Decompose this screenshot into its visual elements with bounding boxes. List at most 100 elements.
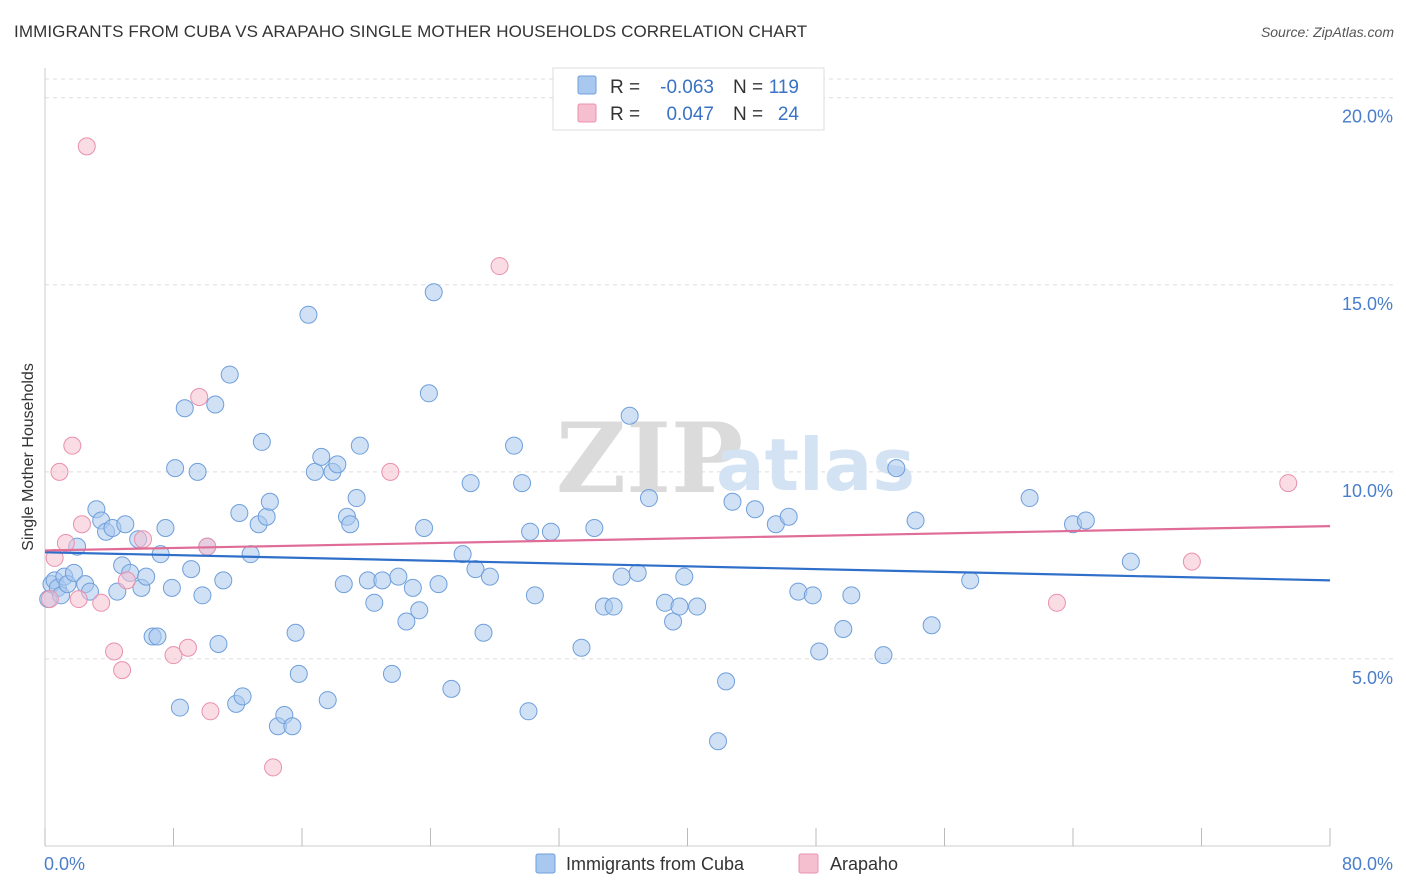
data-point-cuba: [541, 522, 560, 541]
legend-n-label-arapaho: N =: [733, 104, 763, 125]
data-point-arapaho: [490, 257, 509, 276]
data-point-cuba: [442, 679, 461, 698]
data-point-cuba: [389, 567, 408, 586]
data-point-cuba: [842, 586, 861, 605]
data-point-cuba: [397, 612, 416, 631]
data-point-cuba: [480, 567, 499, 586]
data-point-cuba: [241, 545, 260, 564]
y-tick-labels: 5.0% 10.0% 15.0% 20.0%: [1342, 107, 1393, 688]
data-point-arapaho: [63, 436, 82, 455]
data-point-cuba: [415, 518, 434, 537]
legend-r-value-arapaho: 0.047: [666, 104, 714, 125]
data-point-cuba: [429, 575, 448, 594]
data-point-cuba: [328, 455, 347, 474]
legend-r-label-arapaho: R =: [610, 104, 640, 125]
data-point-cuba: [961, 571, 980, 590]
series-cuba-points: [39, 283, 1140, 751]
stats-legend-box: [552, 67, 825, 131]
data-point-cuba: [373, 571, 392, 590]
data-point-cuba: [170, 698, 189, 717]
y-tick-label: 10.0%: [1342, 481, 1393, 501]
data-point-cuba: [670, 597, 689, 616]
x-tick-label-max: 80.0%: [1342, 854, 1393, 874]
data-point-cuba: [156, 518, 175, 537]
data-point-cuba: [206, 395, 225, 414]
data-point-cuba: [410, 601, 429, 620]
data-point-arapaho: [201, 702, 220, 721]
data-point-cuba: [513, 474, 532, 493]
legend-n-label-cuba: N =: [733, 77, 763, 98]
data-point-cuba: [260, 492, 279, 511]
watermark-atlas: atlas: [716, 423, 915, 507]
legend-swatch-cuba: [577, 75, 597, 95]
data-point-cuba: [148, 627, 167, 646]
data-point-cuba: [688, 597, 707, 616]
trend-line-arapaho: [44, 525, 1331, 552]
data-point-arapaho: [50, 462, 69, 481]
data-point-arapaho: [381, 462, 400, 481]
data-point-cuba: [887, 459, 906, 478]
data-point-cuba: [350, 436, 369, 455]
series-legend: Immigrants from Cuba Arapaho: [535, 853, 898, 874]
data-point-cuba: [745, 500, 764, 519]
data-point-cuba: [289, 664, 308, 683]
data-point-cuba: [717, 672, 736, 691]
data-point-cuba: [257, 507, 276, 526]
data-point-cuba: [1020, 489, 1039, 508]
data-point-cuba: [283, 717, 302, 736]
data-point-cuba: [906, 511, 925, 530]
data-point-cuba: [182, 560, 201, 579]
data-point-cuba: [299, 305, 318, 324]
data-point-cuba: [922, 616, 941, 635]
data-point-cuba: [1121, 552, 1140, 571]
data-point-cuba: [419, 384, 438, 403]
data-point-arapaho: [1279, 474, 1298, 493]
data-point-cuba: [365, 593, 384, 612]
data-point-cuba: [612, 567, 631, 586]
data-point-cuba: [252, 432, 271, 451]
stats-legend: R = -0.063 N = 119 R = 0.047 N = 24: [552, 67, 825, 131]
data-point-cuba: [834, 619, 853, 638]
data-point-cuba: [214, 571, 233, 590]
data-point-cuba: [209, 634, 228, 653]
data-point-cuba: [193, 586, 212, 605]
data-point-cuba: [403, 578, 422, 597]
data-point-cuba: [675, 567, 694, 586]
data-point-cuba: [162, 578, 181, 597]
data-point-arapaho: [69, 590, 88, 609]
data-point-cuba: [347, 489, 366, 508]
source-label: Source: ZipAtlas.com: [1260, 24, 1394, 40]
data-point-cuba: [709, 732, 728, 751]
x-tick-label-min: 0.0%: [44, 854, 85, 874]
y-tick-label: 15.0%: [1342, 294, 1393, 314]
series-legend-label-arapaho: Arapaho: [830, 854, 898, 874]
data-point-cuba: [639, 489, 658, 508]
data-point-cuba: [116, 515, 135, 534]
data-point-cuba: [312, 447, 331, 466]
data-point-cuba: [664, 612, 683, 631]
legend-r-value-cuba: -0.063: [660, 77, 714, 98]
y-tick-label: 20.0%: [1342, 107, 1393, 127]
data-point-arapaho: [1047, 593, 1066, 612]
data-point-arapaho: [1182, 552, 1201, 571]
legend-n-value-cuba: 119: [769, 77, 799, 98]
data-point-cuba: [341, 515, 360, 534]
data-point-cuba: [604, 597, 623, 616]
data-point-cuba: [474, 623, 493, 642]
data-point-cuba: [318, 691, 337, 710]
series-legend-swatch-arapaho: [798, 853, 819, 874]
data-point-cuba: [620, 406, 639, 425]
data-point-cuba: [628, 563, 647, 582]
data-point-cuba: [334, 575, 353, 594]
data-point-cuba: [137, 567, 156, 586]
data-point-cuba: [803, 586, 822, 605]
x-ticks: [44, 828, 1331, 846]
grid: [45, 78, 1393, 660]
data-point-cuba: [572, 638, 591, 657]
data-point-cuba: [521, 522, 540, 541]
data-point-arapaho: [164, 646, 183, 665]
data-point-cuba: [453, 545, 472, 564]
data-point-arapaho: [105, 642, 124, 661]
data-point-arapaho: [133, 530, 152, 549]
